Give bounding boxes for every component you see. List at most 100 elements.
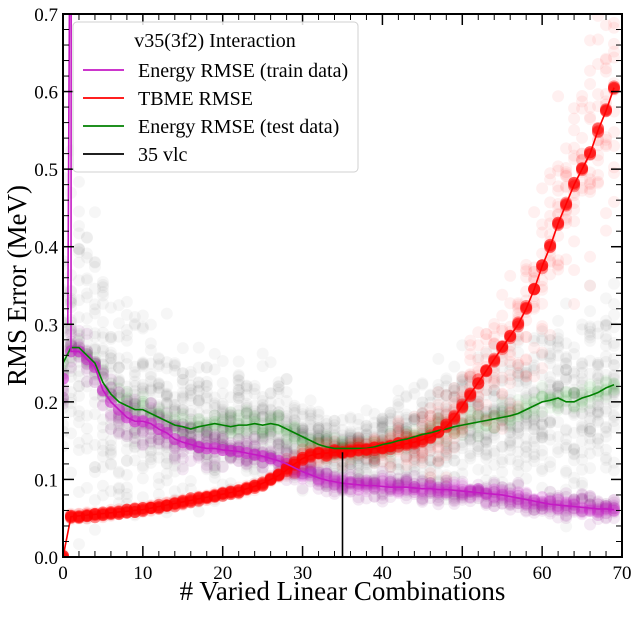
- scatter-point: [288, 467, 301, 480]
- scatter-point: [136, 390, 149, 403]
- scatter-point: [272, 409, 285, 422]
- y-tick-label: 0.0: [34, 548, 58, 569]
- scatter-point: [376, 482, 389, 495]
- scatter-point: [600, 511, 613, 524]
- scatter-point: [200, 448, 213, 461]
- scatter-point: [448, 432, 461, 445]
- scatter-point: [80, 345, 93, 358]
- scatter-point: [240, 404, 253, 417]
- scatter-point: [504, 419, 517, 432]
- scatter-point: [312, 437, 325, 450]
- scatter-point: [480, 497, 493, 510]
- scatter-point: [464, 484, 477, 497]
- scatter-point: [400, 471, 413, 484]
- scatter-point: [72, 349, 85, 362]
- scatter-point: [576, 492, 589, 505]
- scatter-point: [600, 391, 613, 404]
- scatter-point: [456, 425, 469, 438]
- scatter-point: [376, 495, 389, 508]
- scatter-point: [128, 397, 141, 410]
- scatter-point: [392, 443, 405, 456]
- scatter-point: [112, 386, 125, 399]
- scatter-point: [400, 479, 413, 492]
- scatter-point: [456, 402, 469, 415]
- scatter-point: [504, 404, 517, 417]
- scatter-point: [128, 505, 141, 518]
- scatter-point: [456, 423, 469, 436]
- scatter-point: [232, 484, 245, 497]
- scatter-point: [560, 386, 573, 399]
- scatter-point: [560, 161, 573, 174]
- scatter-point: [520, 330, 533, 343]
- scatter-point: [432, 414, 445, 427]
- scatter-point: [112, 415, 125, 428]
- scatter-point: [368, 490, 381, 503]
- scatter-point: [584, 166, 597, 179]
- scatter-point: [552, 404, 565, 417]
- scatter-point: [416, 478, 429, 491]
- scatter-point: [600, 53, 613, 66]
- scatter-point: [440, 488, 453, 501]
- scatter-point: [464, 368, 477, 381]
- scatter-point: [512, 493, 525, 506]
- scatter-point: [72, 510, 85, 523]
- scatter-point: [480, 495, 493, 508]
- scatter-point: [80, 507, 93, 520]
- scatter-point: [576, 184, 589, 197]
- scatter-point: [160, 437, 173, 450]
- scatter-point: [184, 428, 197, 441]
- scatter-point: [560, 168, 573, 181]
- scatter-point: [288, 455, 301, 468]
- scatter-point: [352, 449, 365, 462]
- scatter-point: [432, 417, 445, 430]
- scatter-point: [89, 261, 101, 273]
- scatter-point: [520, 394, 533, 407]
- scatter-point: [256, 456, 269, 469]
- scatter-point: [568, 263, 581, 276]
- scatter-point: [312, 446, 325, 459]
- scatter-point: [552, 489, 565, 502]
- scatter-point: [376, 447, 389, 460]
- scatter-point: [328, 470, 341, 483]
- scatter-point: [248, 420, 261, 433]
- scatter-point: [392, 484, 405, 497]
- scatter-point: [528, 265, 541, 278]
- scatter-point: [63, 372, 69, 385]
- scatter-point: [128, 393, 141, 406]
- scatter-point: [104, 508, 117, 521]
- scatter-point: [384, 475, 397, 488]
- scatter-point: [504, 377, 517, 390]
- scatter-point: [568, 505, 581, 518]
- scatter-point: [112, 425, 125, 438]
- scatter-point: [560, 511, 573, 524]
- scatter-point: [536, 502, 549, 515]
- scatter-point: [128, 506, 141, 519]
- scatter-point: [192, 494, 205, 507]
- scatter-point: [608, 353, 620, 365]
- scatter-point: [184, 421, 197, 434]
- scatter-point: [488, 378, 501, 391]
- scatter-point: [488, 421, 501, 434]
- scatter-point: [480, 398, 493, 411]
- scatter-point: [320, 472, 333, 485]
- scatter-point: [256, 456, 269, 469]
- y-tick-label: 0.5: [34, 160, 58, 181]
- scatter-point: [584, 173, 597, 186]
- scatter-point: [120, 392, 133, 405]
- scatter-point: [392, 479, 405, 492]
- scatter-point: [216, 486, 229, 499]
- scatter-point: [472, 390, 485, 403]
- scatter-point: [496, 405, 509, 418]
- scatter-point: [608, 504, 621, 517]
- scatter-point: [224, 488, 237, 501]
- scatter-point: [208, 416, 221, 429]
- scatter-point: [240, 439, 253, 452]
- scatter-point: [408, 488, 421, 501]
- scatter-point: [328, 450, 341, 463]
- scatter-point: [192, 491, 205, 504]
- scatter-point: [568, 498, 581, 511]
- scatter-point: [128, 502, 141, 515]
- scatter-point: [136, 417, 149, 430]
- scatter-point: [136, 504, 149, 517]
- scatter-point: [592, 139, 605, 152]
